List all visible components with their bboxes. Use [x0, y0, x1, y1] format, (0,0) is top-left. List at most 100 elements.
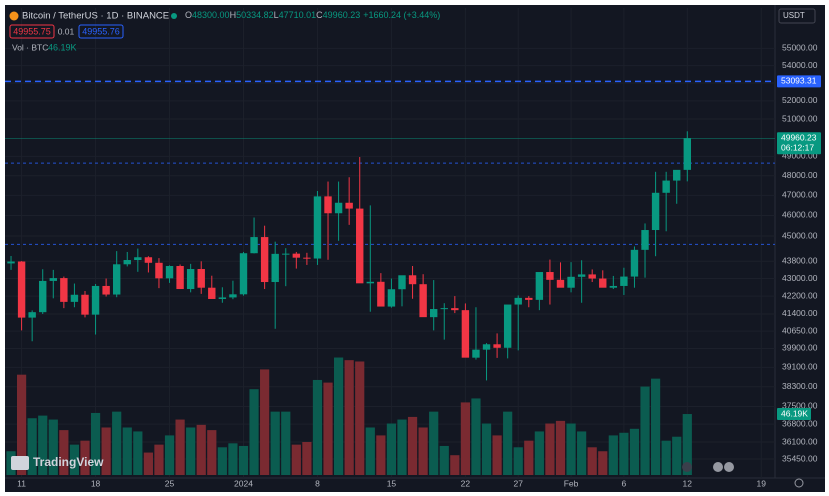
last-price-tag-text: 49960.23	[781, 133, 817, 143]
y-tick-label: 45000.00	[782, 230, 818, 240]
y-tick-label: 48000.00	[782, 170, 818, 180]
candle-body	[356, 208, 364, 284]
candle-body	[324, 196, 332, 214]
y-tick-label: 37500.00	[782, 401, 818, 411]
candle-body	[620, 276, 628, 286]
candle-body	[70, 294, 79, 302]
volume-bar	[355, 361, 365, 475]
volume-bar	[133, 431, 143, 475]
volume-bar	[228, 443, 238, 475]
volume-bar	[291, 444, 301, 475]
candle-body	[493, 344, 501, 348]
candle-body	[556, 279, 565, 288]
candle-body	[567, 276, 575, 288]
volume-bar	[386, 423, 397, 475]
volume-bar	[333, 357, 344, 475]
event-icon[interactable]	[713, 462, 723, 472]
x-tick-label: 6	[622, 478, 627, 488]
price-line-tag	[777, 75, 821, 88]
volume-bar	[38, 415, 48, 475]
settings-button[interactable]	[794, 478, 804, 488]
last-price-tag	[777, 132, 821, 155]
x-tick-label: 27	[513, 478, 523, 488]
volume-bar	[302, 442, 312, 475]
volume-bar	[503, 411, 513, 475]
ohlc-label: C	[316, 10, 323, 20]
volume-bar	[312, 379, 323, 475]
candle-body	[282, 253, 290, 255]
volume-bar	[281, 411, 291, 475]
candle-body	[419, 284, 427, 318]
ohlc-label: O	[185, 10, 192, 20]
y-tick-label: 43800.00	[782, 256, 818, 266]
volume-bar	[186, 427, 196, 475]
volume-bar	[48, 419, 58, 475]
currency[interactable]: USDT	[783, 11, 805, 20]
symbol-icon	[9, 11, 19, 21]
spread: 0.01	[58, 26, 75, 36]
candle-body	[271, 253, 279, 283]
volume-bar	[587, 447, 597, 475]
candle-body	[155, 262, 163, 279]
ohlc-value: 47710.01	[279, 10, 317, 20]
volume-bar	[534, 431, 544, 475]
currency-selector[interactable]	[778, 8, 816, 24]
volume-bar	[682, 414, 692, 475]
candle-body	[673, 169, 681, 181]
volume-bar	[460, 402, 470, 475]
sell-button[interactable]	[9, 24, 55, 39]
candle-body	[144, 257, 153, 263]
candle-body	[451, 308, 459, 311]
candle-body	[525, 297, 533, 300]
volume-bar	[640, 386, 650, 475]
x-tick-label: 8	[315, 478, 320, 488]
plot-area	[5, 8, 775, 478]
volume-bar	[481, 423, 492, 475]
event-icon[interactable]	[682, 462, 692, 472]
ohlc-change: +1660.24 (+3.44%)	[363, 10, 440, 20]
volume-bar	[650, 378, 661, 475]
candle-body	[630, 249, 639, 277]
volume-legend-label: Vol · BTC	[12, 42, 48, 52]
y-tick-label: 46000.00	[782, 210, 818, 220]
volume-bar	[450, 455, 460, 475]
x-tick-label: 11	[17, 478, 26, 488]
candle-body	[546, 272, 554, 280]
sell-price[interactable]: 49955.75	[13, 26, 51, 36]
volume-bar	[608, 435, 618, 475]
candle-body	[134, 257, 142, 261]
y-tick-label: 38300.00	[782, 381, 818, 391]
candle-body	[102, 285, 110, 295]
candle-body	[662, 180, 670, 193]
brand: TradingView	[33, 455, 104, 469]
buy-button[interactable]	[78, 24, 124, 39]
volume-bar	[164, 435, 175, 475]
candle-body	[472, 349, 480, 358]
buy-price[interactable]: 49955.76	[82, 26, 120, 36]
volume-bar	[365, 427, 375, 475]
y-tick-label: 39900.00	[782, 343, 818, 353]
candle-body	[292, 253, 301, 258]
candle-body	[440, 308, 448, 310]
y-tick-label: 39100.00	[782, 362, 818, 372]
candle-body	[260, 237, 269, 283]
volume-bar	[344, 360, 354, 475]
chart-background	[5, 5, 825, 492]
candle-body	[49, 278, 57, 281]
volume-tag	[777, 408, 811, 421]
volume-bar	[555, 420, 566, 475]
event-icon[interactable]	[724, 462, 734, 472]
volume-bar	[323, 382, 333, 475]
volume-bar	[418, 427, 428, 475]
x-tick-label: 25	[165, 478, 175, 488]
symbol-title[interactable]: Bitcoin / TetherUS · 1D · BINANCE	[22, 11, 169, 22]
candle-body	[123, 260, 131, 265]
overlay: Bitcoin / TetherUS · 1D · BINANCE O48300…	[9, 8, 816, 488]
volume-bar	[154, 444, 164, 475]
y-tick-label: 41400.00	[782, 308, 818, 318]
volume-bar	[249, 389, 259, 475]
candle-body	[250, 237, 258, 254]
candle-body	[197, 269, 205, 288]
volume-bar	[238, 445, 249, 475]
